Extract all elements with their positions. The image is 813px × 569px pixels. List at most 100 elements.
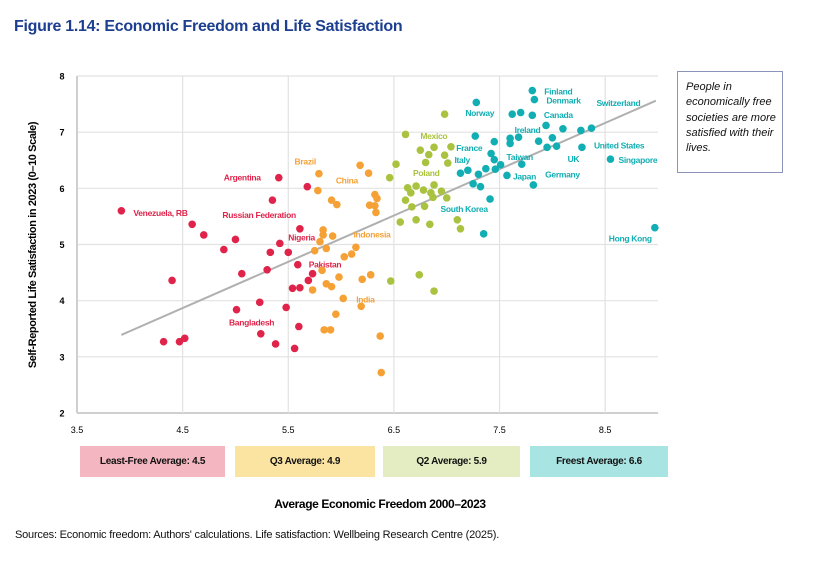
- data-point: [310, 246, 319, 255]
- data-point: [559, 124, 567, 133]
- point-label: France: [456, 143, 483, 153]
- data-point: [408, 203, 416, 211]
- data-point: [296, 224, 304, 233]
- data-point: [263, 265, 271, 274]
- y-tick-label: 3: [59, 352, 64, 362]
- data-point: [430, 287, 438, 295]
- data-point: [276, 239, 284, 248]
- data-point: [188, 220, 196, 229]
- data-point: [295, 322, 303, 331]
- data-point: [472, 98, 481, 107]
- data-point: [339, 294, 348, 303]
- data-point: [426, 220, 434, 229]
- data-point: [232, 305, 241, 314]
- data-point: [548, 133, 557, 142]
- point-label: Ireland: [515, 125, 541, 135]
- data-point: [530, 95, 539, 104]
- y-tick-label: 4: [59, 296, 64, 306]
- data-point: [180, 334, 189, 343]
- y-tick-label: 7: [59, 128, 64, 138]
- point-label: Taiwan: [507, 152, 533, 162]
- data-point: [552, 142, 561, 151]
- point-label: Finland: [544, 87, 572, 97]
- data-point: [308, 269, 317, 278]
- point-label: Hong Kong: [609, 234, 652, 244]
- data-point: [453, 215, 462, 224]
- data-point: [159, 337, 168, 346]
- data-point: [412, 215, 420, 224]
- data-point: [412, 182, 420, 190]
- data-point: [407, 189, 415, 197]
- data-point: [587, 124, 596, 133]
- point-label: Russian Federation: [222, 210, 296, 220]
- x-tick-label: 8.5: [599, 425, 612, 435]
- point-label: Mexico: [420, 131, 447, 141]
- data-point: [542, 121, 550, 130]
- data-point: [506, 139, 514, 148]
- data-point: [320, 326, 328, 334]
- point-label: Argentina: [224, 173, 262, 183]
- data-point: [421, 158, 430, 167]
- data-point: [437, 187, 446, 195]
- point-label: Germany: [545, 169, 580, 179]
- data-point: [117, 207, 126, 215]
- x-tick-label: 4.5: [176, 425, 189, 435]
- data-point: [508, 110, 517, 118]
- data-point: [424, 150, 433, 159]
- data-point: [651, 223, 659, 232]
- data-point: [464, 166, 472, 175]
- data-point: [471, 132, 480, 140]
- data-point: [268, 196, 277, 204]
- data-point: [372, 208, 380, 217]
- data-point: [543, 143, 551, 152]
- data-point: [274, 173, 283, 182]
- point-label: India: [356, 294, 375, 304]
- data-point: [442, 194, 451, 202]
- point-label: Canada: [544, 110, 573, 120]
- data-point: [396, 218, 405, 226]
- point-label: Denmark: [546, 96, 581, 106]
- data-point: [443, 159, 452, 167]
- data-point: [373, 194, 381, 203]
- data-point: [429, 193, 437, 202]
- data-point: [288, 284, 297, 293]
- data-point: [490, 155, 499, 164]
- data-point: [316, 237, 324, 246]
- data-point: [328, 232, 337, 240]
- point-label: Italy: [454, 155, 470, 165]
- data-point: [447, 142, 455, 151]
- data-point: [487, 149, 495, 158]
- point-label: Indonesia: [353, 229, 391, 239]
- y-tick-label: 8: [59, 72, 64, 82]
- data-point: [479, 230, 488, 238]
- figure-title: Figure 1.14: Economic Freedom and Life S…: [14, 18, 403, 35]
- data-point: [529, 181, 538, 189]
- data-point: [284, 248, 293, 257]
- data-point: [577, 126, 585, 135]
- data-point: [578, 143, 586, 152]
- point-label: Venezuela, RB: [133, 208, 187, 218]
- point-label: Pakistan: [309, 260, 342, 270]
- point-label: Bangladesh: [229, 317, 274, 327]
- data-point: [358, 275, 367, 284]
- data-point: [371, 201, 379, 210]
- point-label: Poland: [413, 168, 440, 178]
- band-q2: Q2 Average: 5.9: [383, 446, 520, 477]
- data-point: [199, 231, 208, 239]
- annotation-box: People in economically free societies ar…: [677, 71, 783, 173]
- data-point: [386, 277, 395, 285]
- data-point: [456, 224, 465, 233]
- point-label: Switzerland: [596, 98, 640, 108]
- data-point: [430, 181, 438, 189]
- data-point: [392, 160, 400, 168]
- x-tick-label: 5.5: [282, 425, 295, 435]
- data-point: [319, 231, 327, 239]
- data-point: [476, 182, 485, 191]
- data-point: [528, 111, 537, 120]
- point-label: Japan: [513, 171, 536, 181]
- data-point: [376, 332, 384, 340]
- data-point: [326, 326, 335, 334]
- data-point: [308, 286, 317, 294]
- point-label: United States: [594, 140, 645, 150]
- point-label: UK: [568, 154, 581, 164]
